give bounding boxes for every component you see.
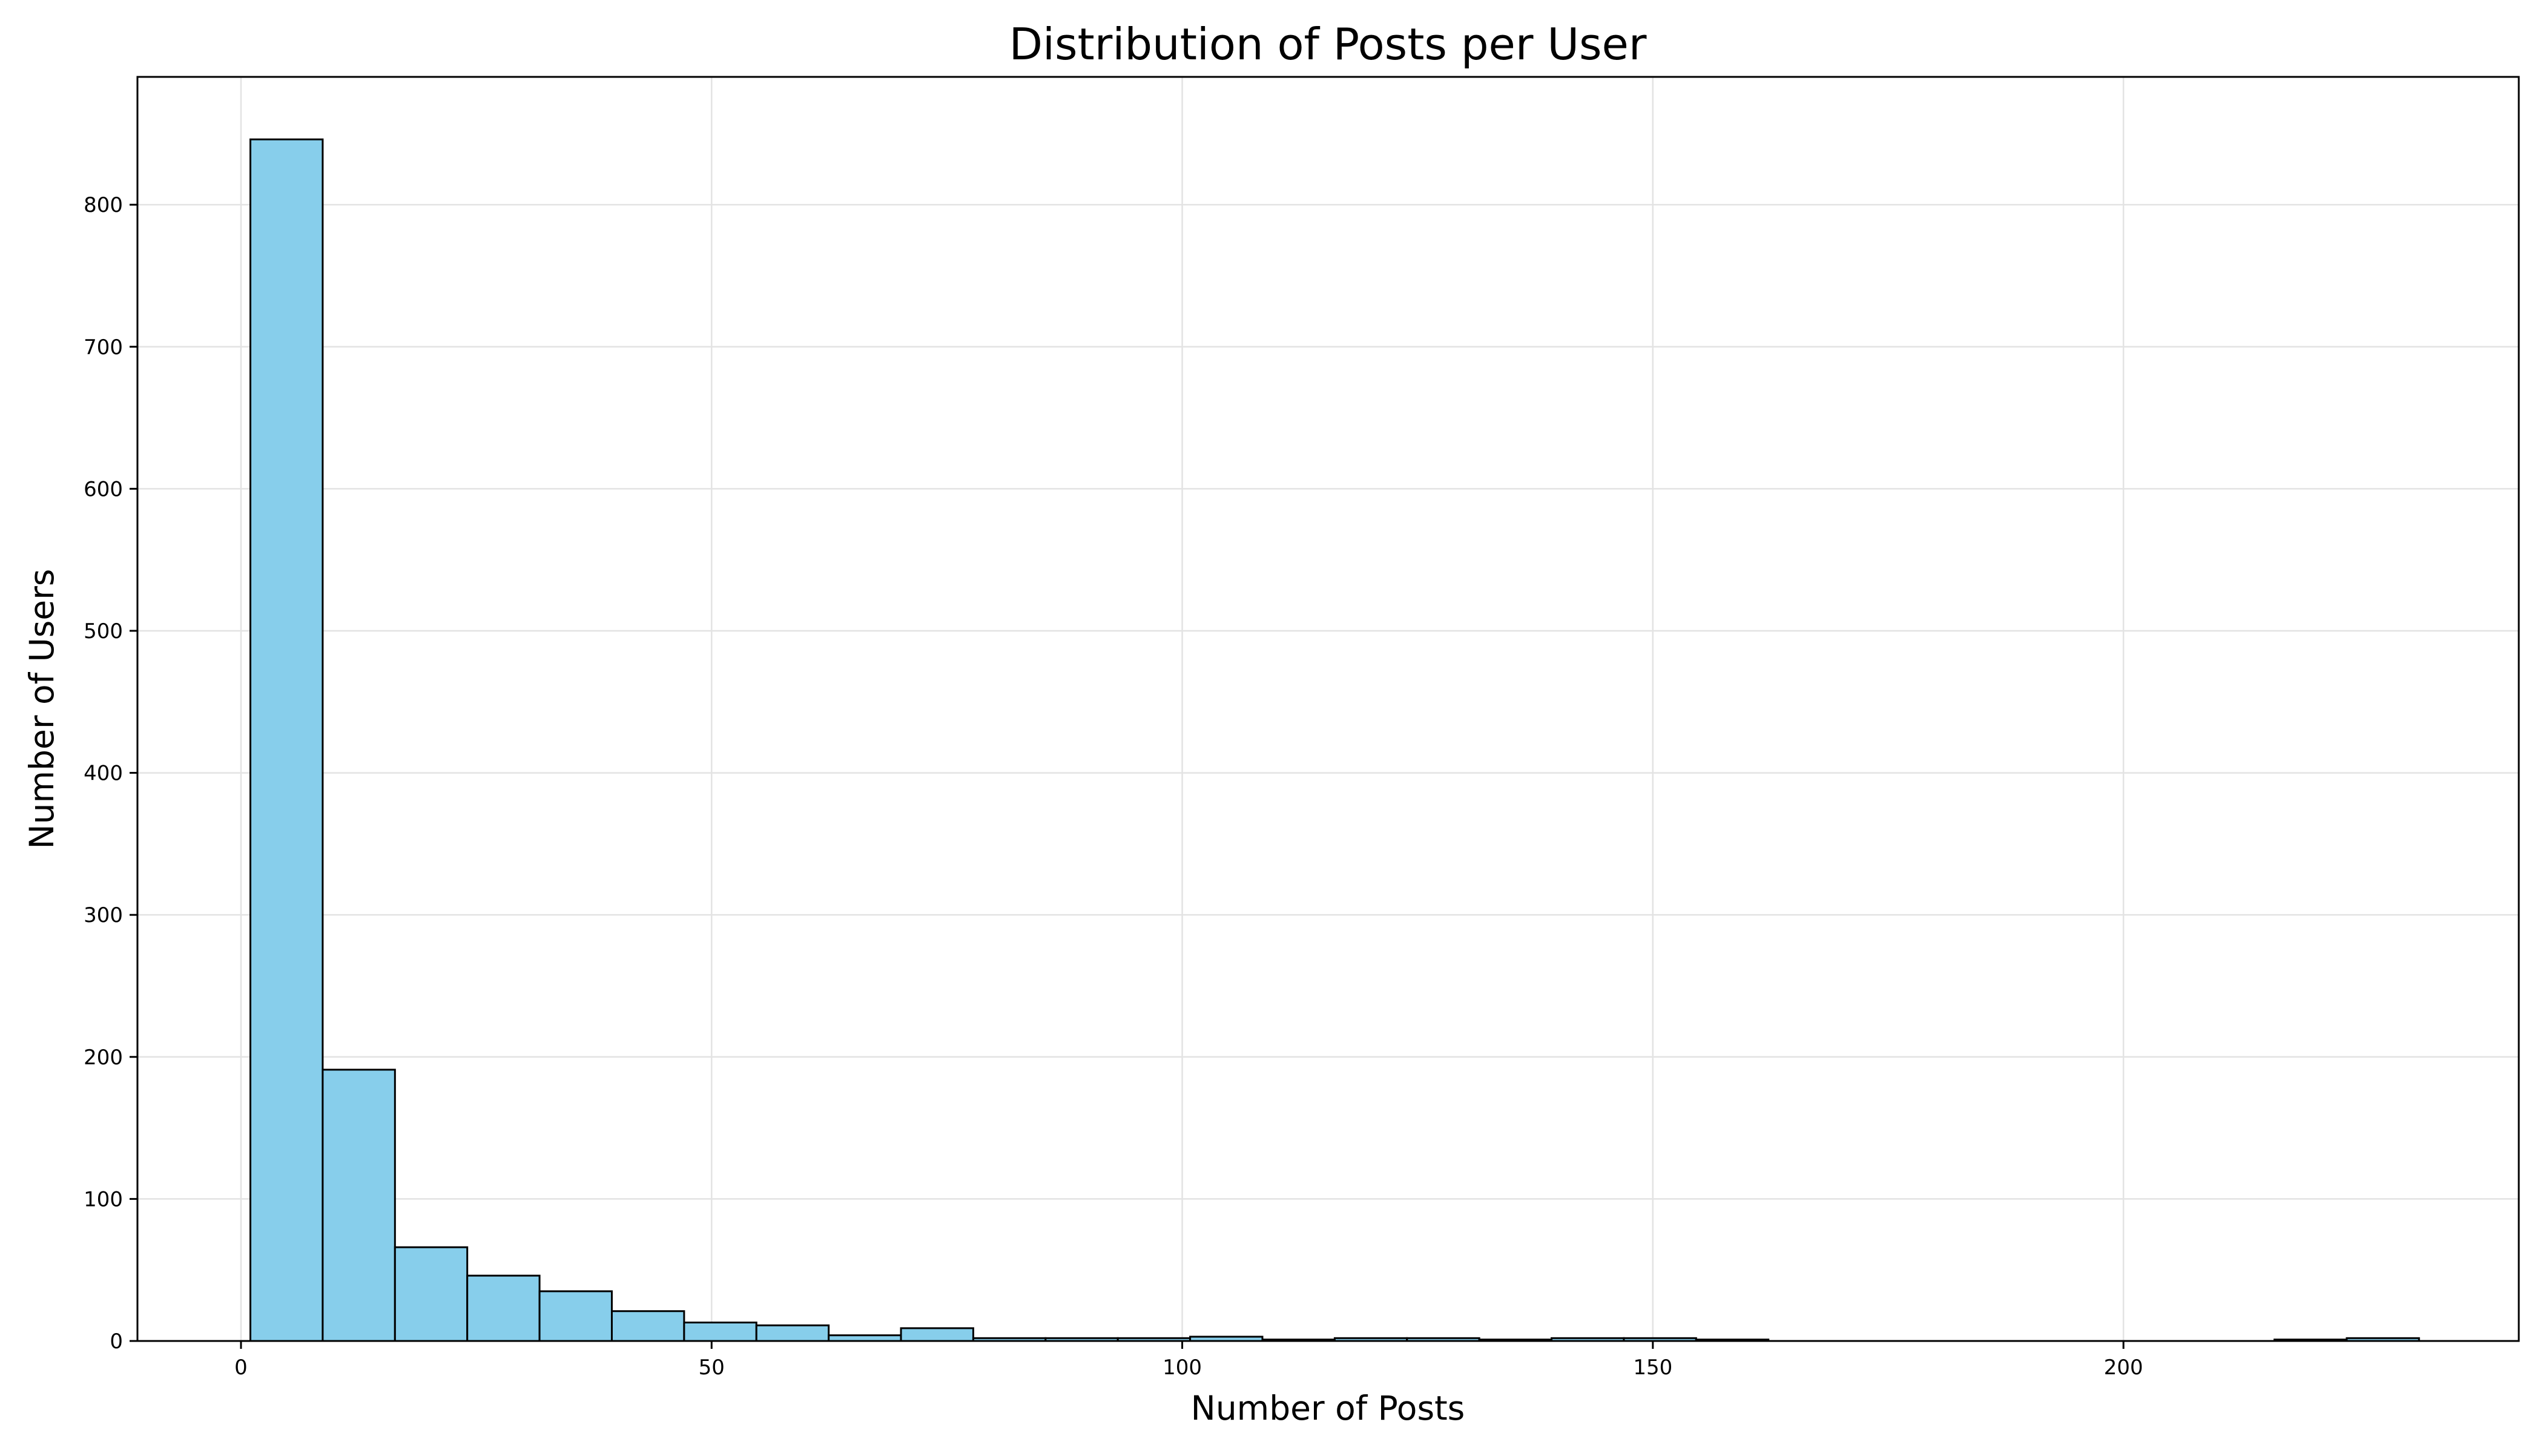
x-tick-label-2: 100 xyxy=(1163,1356,1202,1380)
x-tick-label-3: 150 xyxy=(1633,1356,1672,1380)
y-tick-label-3: 300 xyxy=(84,903,123,927)
histogram-bar-9 xyxy=(900,1327,974,1342)
x-tick-label-1: 50 xyxy=(699,1356,725,1380)
y-tick-label-5: 500 xyxy=(84,619,123,644)
y-axis-label: Number of Users xyxy=(22,569,61,849)
histogram-bar-3 xyxy=(466,1274,541,1342)
y-tick-label-7: 700 xyxy=(84,335,123,360)
x-axis-label: Number of Posts xyxy=(1191,1389,1465,1428)
y-tick-label-8: 800 xyxy=(84,193,123,217)
histogram-bar-5 xyxy=(610,1310,685,1342)
y-tick-label-1: 100 xyxy=(84,1187,123,1211)
histogram-bar-2 xyxy=(394,1246,469,1342)
y-tick-label-4: 400 xyxy=(84,762,123,786)
histogram-bar-0 xyxy=(249,138,324,1342)
plot-frame xyxy=(136,76,2520,1342)
histogram-bars xyxy=(249,138,2420,1342)
axis-ticks: 0 50 100 150 200 0 100 200 300 400 500 600 700 800 xyxy=(84,193,2143,1380)
y-tick-label-2: 200 xyxy=(84,1046,123,1070)
y-tick-label-0: 0 xyxy=(110,1329,123,1354)
x-tick-label-4: 200 xyxy=(2104,1356,2143,1380)
histogram-bar-6 xyxy=(683,1322,757,1342)
grid-lines xyxy=(137,77,2519,1342)
y-tick-label-6: 600 xyxy=(84,477,123,501)
chart-title: Distribution of Posts per User xyxy=(1009,19,1647,70)
histogram-bar-1 xyxy=(322,1069,396,1342)
histogram-bar-7 xyxy=(755,1324,830,1342)
x-tick-label-0: 0 xyxy=(234,1356,248,1380)
histogram-bar-4 xyxy=(538,1290,613,1342)
